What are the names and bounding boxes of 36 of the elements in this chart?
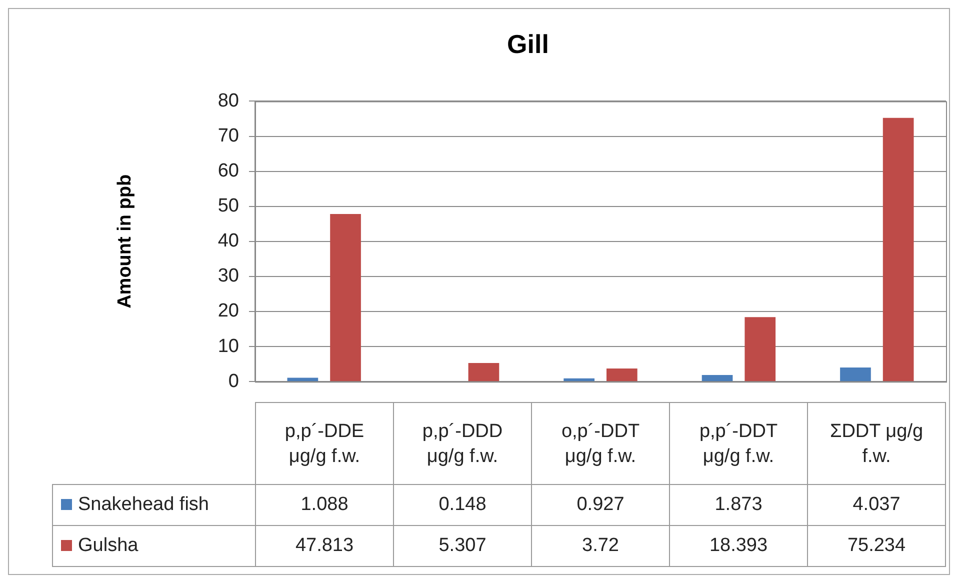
y-tick-label: 0 (228, 370, 239, 392)
y-tick-label: 70 (218, 125, 239, 146)
y-tick-label: 60 (218, 160, 239, 182)
data-label: 3.72 (532, 526, 670, 566)
bar (882, 118, 914, 382)
y-tick-label: 50 (218, 196, 239, 217)
data-label: 4.037 (808, 484, 946, 526)
bar (606, 368, 638, 382)
bar (702, 375, 733, 382)
bar (840, 367, 871, 382)
data-label: 18.393 (670, 526, 808, 566)
y-tick-label: 40 (218, 230, 239, 252)
data-label: 5.307 (394, 526, 532, 566)
bar (744, 317, 776, 382)
x-tick-label: o,p´-DDT μg/g f.w. (532, 402, 670, 484)
x-tick-label: ΣDDT μg/g f.w. (808, 402, 946, 484)
y-tick-label: 20 (218, 300, 239, 322)
bar (564, 378, 594, 382)
bar (468, 363, 500, 382)
y-axis-title: Amount in ppb (114, 174, 136, 308)
data-label: 0.148 (394, 484, 532, 526)
chart-title: Gill (507, 28, 549, 59)
y-tick-label: 10 (218, 336, 239, 357)
data-label: 1.873 (670, 484, 808, 526)
bar (330, 214, 361, 382)
x-tick-label: p,p´-DDD μg/g f.w. (394, 402, 532, 484)
data-label: 75.234 (808, 526, 946, 566)
data-label: 0.927 (532, 484, 670, 526)
legend-label: Snakehead fish (52, 484, 256, 526)
y-tick-label: 80 (218, 90, 239, 112)
x-tick-label: p,p´-DDT μg/g f.w. (670, 402, 808, 484)
x-tick-label: p,p´-DDE μg/g f.w. (256, 402, 394, 484)
data-label: 47.813 (256, 526, 394, 566)
data-label: 1.088 (256, 484, 394, 526)
legend-label: Gulsha (52, 526, 256, 566)
y-tick-label: 30 (218, 266, 239, 287)
